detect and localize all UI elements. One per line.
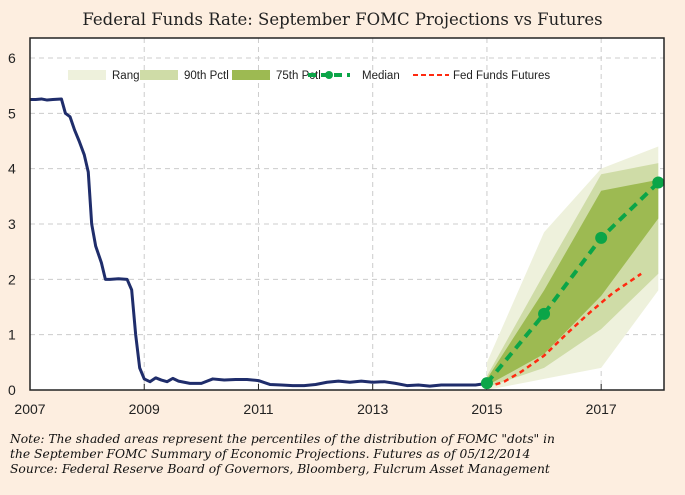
legend-median-marker	[325, 71, 333, 79]
x-tick-label: 2011	[243, 401, 273, 417]
x-tick-label: 2013	[357, 401, 388, 417]
median-point	[595, 231, 608, 244]
x-tick-label: 2015	[471, 401, 502, 417]
y-tick-label: 1	[8, 327, 16, 343]
legend-label: Median	[362, 70, 400, 82]
y-tick-label: 6	[8, 50, 16, 66]
y-tick-label: 0	[8, 382, 16, 398]
y-tick-label: 3	[8, 216, 16, 232]
legend-label: 90th Pctl	[184, 70, 229, 82]
note-line-3: Source: Federal Reserve Board of Governo…	[10, 462, 550, 476]
x-tick-label: 2009	[129, 401, 160, 417]
legend-swatch-0	[68, 70, 106, 80]
median-point	[652, 176, 665, 189]
median-line	[485, 181, 660, 385]
y-tick-label: 5	[8, 105, 16, 121]
note-line-2: the September FOMC Summary of Economic P…	[10, 447, 531, 461]
median-point	[480, 377, 493, 390]
legend-swatch-2	[232, 70, 270, 80]
chart-notes: Note: The shaded areas represent the per…	[10, 432, 555, 477]
x-tick-label: 2017	[586, 401, 617, 417]
y-tick-label: 4	[8, 161, 16, 177]
fed-funds-futures-line	[486, 272, 642, 389]
legend-label: Range	[112, 70, 146, 82]
legend-label: Fed Funds Futures	[453, 70, 550, 82]
note-line-1: Note: The shaded areas represent the per…	[10, 432, 555, 446]
x-tick-label: 2007	[14, 401, 45, 417]
chart-title: Federal Funds Rate: September FOMC Proje…	[82, 10, 603, 29]
y-tick-label: 2	[8, 271, 16, 287]
legend-swatch-1	[140, 70, 178, 80]
fed-funds-rate-line	[30, 97, 488, 388]
median-point	[538, 307, 551, 320]
plot-border	[29, 37, 665, 391]
